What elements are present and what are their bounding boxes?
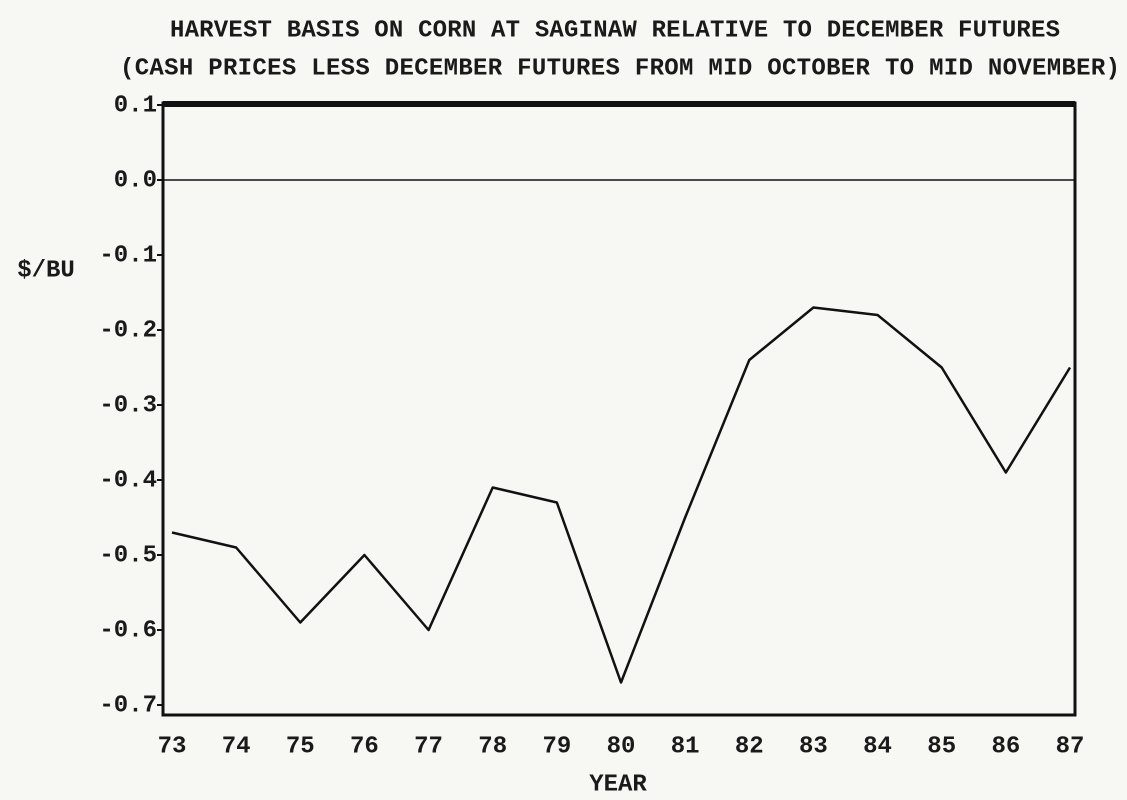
y-tick-label: 0.1 bbox=[114, 92, 157, 119]
y-tick-label: 0.0 bbox=[114, 167, 157, 194]
x-tick-label: 73 bbox=[158, 733, 187, 760]
y-tick-label: -0.1 bbox=[99, 242, 157, 269]
y-tick-label: -0.7 bbox=[99, 692, 157, 719]
chart-subtitle: (CASH PRICES LESS DECEMBER FUTURES FROM … bbox=[120, 55, 1120, 82]
x-tick-label: 87 bbox=[1056, 733, 1085, 760]
data-line bbox=[171, 306, 1072, 684]
x-tick-label: 75 bbox=[286, 733, 315, 760]
chart-title: HARVEST BASIS ON CORN AT SAGINAW RELATIV… bbox=[170, 17, 1060, 44]
y-tick-label: -0.3 bbox=[99, 392, 157, 419]
y-tick-label: -0.4 bbox=[99, 467, 157, 494]
x-tick-label: 79 bbox=[542, 733, 571, 760]
x-tick-label: 74 bbox=[222, 733, 251, 760]
y-tick-label: -0.2 bbox=[99, 317, 157, 344]
x-tick-label: 78 bbox=[478, 733, 507, 760]
x-axis-label: YEAR bbox=[589, 771, 647, 798]
x-tick-label: 81 bbox=[671, 733, 700, 760]
x-tick-label: 82 bbox=[735, 733, 764, 760]
y-tick-label: -0.6 bbox=[99, 617, 157, 644]
x-tick-label: 83 bbox=[799, 733, 828, 760]
y-axis-label: $/BU bbox=[17, 257, 75, 284]
x-tick-label: 77 bbox=[414, 733, 443, 760]
x-tick-label: 86 bbox=[991, 733, 1020, 760]
x-tick-label: 85 bbox=[927, 733, 956, 760]
x-tick-label: 84 bbox=[863, 733, 892, 760]
x-tick-label: 80 bbox=[607, 733, 636, 760]
y-tick-label: -0.5 bbox=[99, 542, 157, 569]
x-tick-label: 76 bbox=[350, 733, 379, 760]
